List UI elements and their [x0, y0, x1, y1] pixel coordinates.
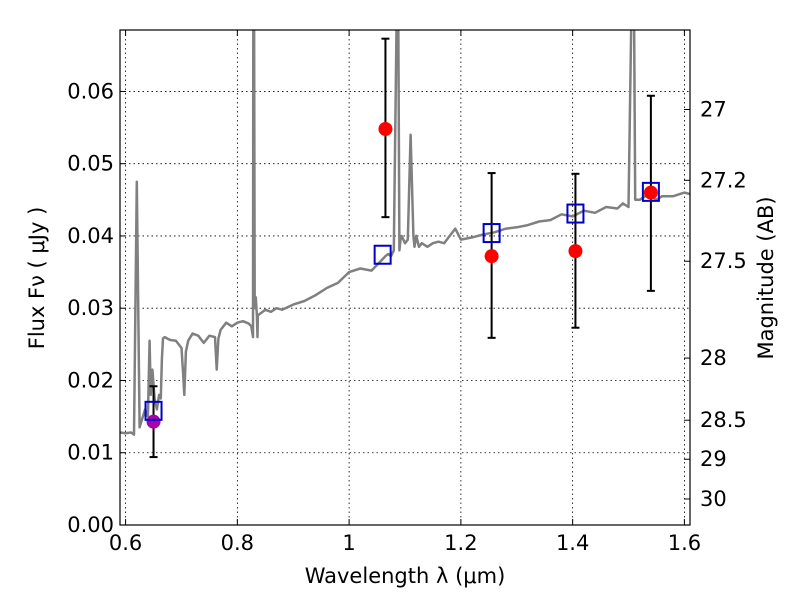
grid [120, 30, 690, 526]
right-tick-label: 30 [700, 487, 727, 511]
plot-area [120, 30, 690, 459]
right-tick-label: 28 [700, 346, 727, 370]
y-tick-label: 0.06 [67, 79, 114, 103]
y-tick-label: 0.00 [67, 513, 114, 537]
x-axis-label: Wavelength λ (μm) [305, 564, 506, 588]
y-tick-label: 0.01 [67, 441, 114, 465]
x-tick-label: 1.4 [556, 531, 589, 555]
plot-frame [119, 29, 691, 526]
right-tick-label: 29 [700, 447, 727, 471]
right-tick-label: 27.5 [700, 249, 747, 273]
right-tick-label: 27 [700, 97, 727, 121]
model-spectrum-line [120, 30, 690, 436]
y-tick-label: 0.05 [67, 152, 114, 176]
y-axis-label: Flux Fν ( μJy ) [25, 207, 49, 350]
x-tick-label: 1 [342, 531, 355, 555]
model-photometry-square [482, 223, 501, 244]
observed-point [643, 185, 658, 200]
y-axis-left: 0.00 0.01 0.02 0.03 0.04 0.05 0.06 [67, 79, 126, 537]
x-tick-label: 1.6 [668, 531, 701, 555]
observed-point [146, 414, 161, 429]
x-axis: 0.6 0.8 1 1.2 1.4 1.6 [109, 30, 701, 555]
x-tick-label: 0.8 [221, 531, 254, 555]
observed-point [378, 122, 393, 136]
right-axis-label: Magnitude (AB) [754, 196, 778, 359]
model-photometry-square [373, 244, 392, 265]
observed-points [146, 122, 658, 429]
right-tick-label: 27.2 [700, 168, 747, 192]
y-tick-label: 0.03 [67, 296, 114, 320]
observed-point [484, 249, 499, 264]
right-tick-label: 28.5 [700, 408, 747, 432]
y-tick-label: 0.02 [67, 368, 114, 392]
y-tick-label: 0.04 [67, 224, 114, 248]
observed-point [568, 244, 583, 259]
x-tick-label: 0.6 [109, 531, 142, 555]
model-photometry-square [144, 400, 163, 421]
model-photometry-squares [144, 181, 660, 421]
y-axis-right: 27 27.2 27.5 28 28.5 29 30 [684, 97, 747, 511]
model-photometry-square [566, 203, 585, 224]
x-tick-label: 1.2 [444, 531, 477, 555]
model-photometry-square [641, 181, 660, 202]
